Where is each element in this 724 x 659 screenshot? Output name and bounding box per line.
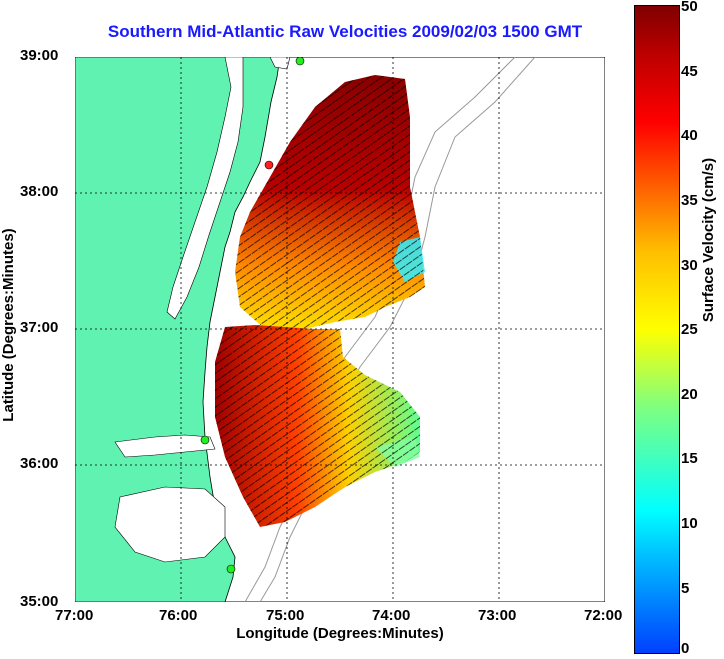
velocity-vectors — [215, 325, 420, 527]
y-tick: 36:00 — [20, 455, 59, 472]
colorbar-tick: 50 — [681, 0, 698, 15]
x-tick: 75:00 — [266, 607, 305, 624]
colorbar-tick: 40 — [681, 127, 698, 144]
velocity-vectors — [235, 75, 425, 329]
x-tick: 73:00 — [478, 607, 517, 624]
x-tick: 77:00 — [55, 607, 94, 624]
map-title: Southern Mid-Atlantic Raw Velocities 200… — [107, 22, 583, 41]
colorbar-tick: 0 — [681, 640, 690, 657]
colorbar-tick: 25 — [681, 321, 698, 338]
pamlico-sound — [114, 486, 226, 563]
x-tick: 74:00 — [372, 607, 411, 624]
y-tick: 39:00 — [20, 47, 59, 64]
velocity-map — [75, 57, 605, 602]
colorbar-tick: 5 — [681, 580, 690, 597]
chesapeake-bay — [166, 57, 244, 320]
colorbar-tick: 10 — [681, 515, 698, 532]
station-marker — [200, 435, 210, 445]
station-marker — [226, 564, 236, 574]
x-tick: 72:00 — [584, 607, 623, 624]
colorbar-tick: 35 — [681, 192, 698, 209]
isobath-line — [259, 57, 536, 602]
y-tick: 35:00 — [20, 593, 59, 610]
station-marker — [295, 57, 305, 66]
colorbar-tick: 30 — [681, 257, 698, 274]
colorbar-tick: 15 — [681, 450, 698, 467]
x-axis-label: Longitude (Degrees:Minutes) — [236, 625, 444, 642]
colorbar — [634, 5, 680, 654]
colorbar-tick: 20 — [681, 386, 698, 403]
y-tick: 37:00 — [20, 319, 59, 336]
y-axis-label: Latitude (Degrees:Minutes) — [0, 228, 17, 422]
grid-lines — [75, 57, 605, 602]
colorbar-tick: 45 — [681, 63, 698, 80]
albemarle-sound — [114, 434, 216, 458]
station-marker — [264, 160, 274, 170]
y-tick: 38:00 — [20, 183, 59, 200]
colorbar-label: Surface Velocity (cm/s) — [700, 157, 717, 323]
x-tick: 76:00 — [159, 607, 198, 624]
